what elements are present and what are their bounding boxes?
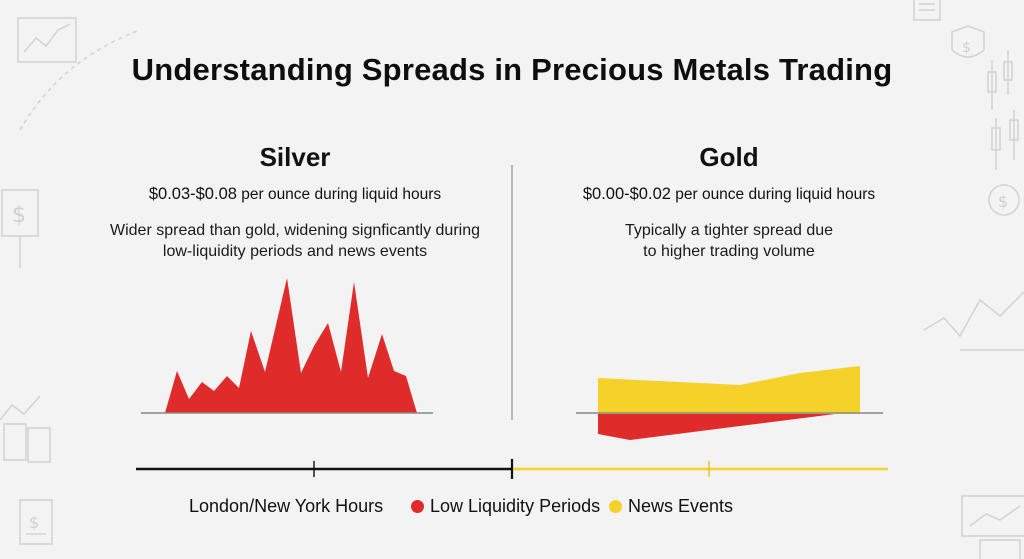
gold-spread: $0.00-$0.02 per ounce during liquid hour… (534, 185, 924, 204)
silver-note: Wider spread than gold, widening signfic… (100, 220, 490, 262)
silver-spread-suffix: per ounce during liquid hours (241, 186, 442, 203)
silver-title: Silver (259, 142, 331, 172)
legend-item-low-liquidity: Low Liquidity Periods (411, 496, 600, 517)
red-dot-icon (411, 500, 424, 513)
gold-note-line-2: to higher trading volume (643, 243, 815, 260)
legend-item-hours: London/New York Hours (189, 496, 383, 517)
silver-note-line-2: low-liquidity periods and news events (162, 243, 428, 260)
legend-label-hours: London/New York Hours (189, 496, 384, 516)
legend-label-news: News Events (628, 496, 734, 516)
silver-note-line-1: Wider spread than gold, widening signfic… (110, 222, 480, 239)
legend: London/New York Hours Low Liquidity Peri… (0, 496, 1024, 520)
gold-low-liquidity-band (598, 414, 835, 440)
gold-note-line-1: Typically a tighter spread due (624, 222, 834, 239)
gold-news-band (598, 366, 860, 414)
legend-item-news: News Events (609, 496, 733, 517)
page-title: Understanding Spreads in Precious Metals… (131, 52, 893, 87)
silver-spread-area (165, 278, 417, 413)
gold-title: Gold (699, 142, 759, 172)
legend-label-low-liquidity: Low Liquidity Periods (430, 496, 601, 516)
silver-spread: $0.03-$0.08 per ounce during liquid hour… (100, 185, 490, 204)
yellow-dot-icon (609, 500, 622, 513)
gold-note: Typically a tighter spread due to higher… (534, 220, 924, 262)
silver-spread-value: $0.03-$0.08 (148, 185, 237, 203)
gold-spread-suffix: per ounce during liquid hours (675, 186, 876, 203)
gold-spread-value: $0.00-$0.02 (582, 185, 671, 203)
